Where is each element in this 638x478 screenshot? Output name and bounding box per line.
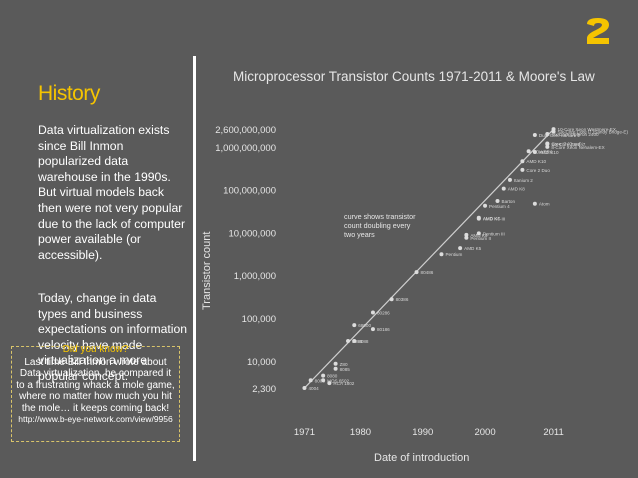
data-point-label: RCA 1802 xyxy=(333,381,354,386)
data-point xyxy=(520,167,525,172)
moores-law-trend-line xyxy=(304,128,554,389)
data-point xyxy=(352,338,357,343)
data-point-label: POWER6 xyxy=(533,149,553,154)
data-point xyxy=(495,199,500,204)
y-tick-label: 100,000,000 xyxy=(223,186,276,197)
data-point xyxy=(302,386,307,391)
x-tick-label: 1971 xyxy=(294,427,315,438)
data-point xyxy=(464,232,469,237)
data-point xyxy=(439,252,444,257)
data-point xyxy=(389,297,394,302)
data-point xyxy=(520,159,525,164)
data-point xyxy=(483,203,488,208)
data-point-label: 68000 xyxy=(358,323,371,328)
data-point xyxy=(321,378,326,383)
paragraph-history: Data virtualization exists since Bill In… xyxy=(38,123,186,262)
data-point-label: 80386 xyxy=(396,297,409,302)
callout-body: Last time Bill Inmon wrote about Data vi… xyxy=(16,356,175,414)
data-point xyxy=(333,366,338,371)
chart-x-axis-label: Date of introduction xyxy=(374,452,469,464)
y-tick-label: 100,000 xyxy=(242,314,276,325)
data-point xyxy=(464,235,469,240)
data-point xyxy=(370,310,375,315)
data-point-label: 8008 xyxy=(315,378,326,383)
y-tick-label: 1,000,000 xyxy=(234,271,276,282)
data-point xyxy=(321,373,326,378)
data-point xyxy=(476,231,481,236)
data-point-label: Itanium 2 xyxy=(514,178,533,183)
y-tick-label: 2,600,000,000 xyxy=(215,125,276,136)
data-point xyxy=(352,323,357,328)
data-point-label: 8-Core Xeon Nehalem-EX xyxy=(551,145,604,150)
data-point-label: Dual-Core Itanium 2 xyxy=(539,133,581,138)
vertical-divider xyxy=(193,56,196,461)
data-point xyxy=(532,150,537,155)
transistor-count-chart: Microprocessor Transistor Counts 1971-20… xyxy=(201,69,629,464)
y-tick-label: 10,000,000 xyxy=(228,228,276,239)
data-point xyxy=(551,129,556,134)
data-point-label: 8080 xyxy=(327,374,338,379)
data-point xyxy=(333,361,338,366)
did-you-know-callout: Did you know? Last time Bill Inmon wrote… xyxy=(11,344,180,442)
data-point xyxy=(327,381,332,386)
data-point-label: Six-Core Core i7 xyxy=(551,142,585,147)
data-point-label: 8086 xyxy=(352,339,363,344)
data-point xyxy=(532,132,537,137)
data-point xyxy=(526,149,531,154)
data-point xyxy=(545,132,550,137)
data-point xyxy=(532,201,537,206)
data-point-label: 80286 xyxy=(377,311,390,316)
data-point-label: AMD K8 xyxy=(508,187,526,192)
data-point-label: Pentium 4 xyxy=(489,204,510,209)
callout-link[interactable]: http://www.b-eye-network.com/view/9956 xyxy=(18,414,173,424)
chart-y-axis-label: Transistor count xyxy=(201,232,213,310)
chart-annotation: curve shows transistor count doubling ev… xyxy=(344,212,418,239)
x-tick-label: 2011 xyxy=(543,427,563,438)
data-point-label: Core i7 (Quad) xyxy=(551,142,582,147)
data-point-label: 8085 xyxy=(340,367,351,372)
data-point xyxy=(507,177,512,182)
data-point-label: 10-Core Xeon Westmere-EX xyxy=(558,127,616,132)
data-point xyxy=(545,144,550,149)
callout-heading: Did you know? xyxy=(62,344,129,355)
data-point-label: Six-Core Opteron 2400 xyxy=(551,132,599,137)
data-point-label: Six-Core Core i7 (Sandy Bridge-E) xyxy=(558,130,629,135)
paragraph-today: Today, change in data types and business… xyxy=(38,291,188,383)
data-point xyxy=(414,270,419,275)
data-point xyxy=(370,327,375,332)
chart-title: Microprocessor Transistor Counts 1971-20… xyxy=(233,69,595,84)
data-point xyxy=(308,378,313,383)
data-point-label: Barton xyxy=(502,199,516,204)
data-point-label: AMD K10 xyxy=(526,159,546,164)
data-point-label: 8088 xyxy=(358,339,369,344)
data-point-label: Z80 xyxy=(340,362,348,367)
data-point-label: AMD K7 xyxy=(483,216,501,221)
data-point-label: MOS 6502 xyxy=(327,378,349,383)
slide-title: History xyxy=(38,82,100,105)
data-point-label: Atom xyxy=(539,202,550,207)
y-tick-label: 1,000,000,000 xyxy=(215,143,276,154)
data-point-label: 80486 xyxy=(421,270,434,275)
data-point xyxy=(346,338,351,343)
data-point-label: AMD K5 xyxy=(464,246,482,251)
data-point-label: AMD K10 xyxy=(539,150,559,155)
data-point-label: Core 2 Duo xyxy=(526,168,550,173)
data-point xyxy=(476,215,481,220)
data-point-label: Pentium III xyxy=(483,231,505,236)
x-tick-label: 1980 xyxy=(350,427,371,438)
brand-logo-icon xyxy=(587,18,609,44)
x-tick-label: 1990 xyxy=(412,427,433,438)
data-point-label: Pentium II xyxy=(470,236,491,241)
y-tick-label: 2,300 xyxy=(252,384,276,395)
data-point-label: AMD K6-III xyxy=(483,217,505,222)
data-point xyxy=(501,186,506,191)
data-point-label: 80186 xyxy=(377,327,390,332)
data-point xyxy=(458,246,463,251)
x-tick-label: 2000 xyxy=(474,427,495,438)
y-tick-label: 10,000 xyxy=(247,357,276,368)
data-point xyxy=(545,141,550,146)
data-point-label: 4004 xyxy=(308,386,319,391)
data-point-label: Pentium xyxy=(445,252,462,257)
